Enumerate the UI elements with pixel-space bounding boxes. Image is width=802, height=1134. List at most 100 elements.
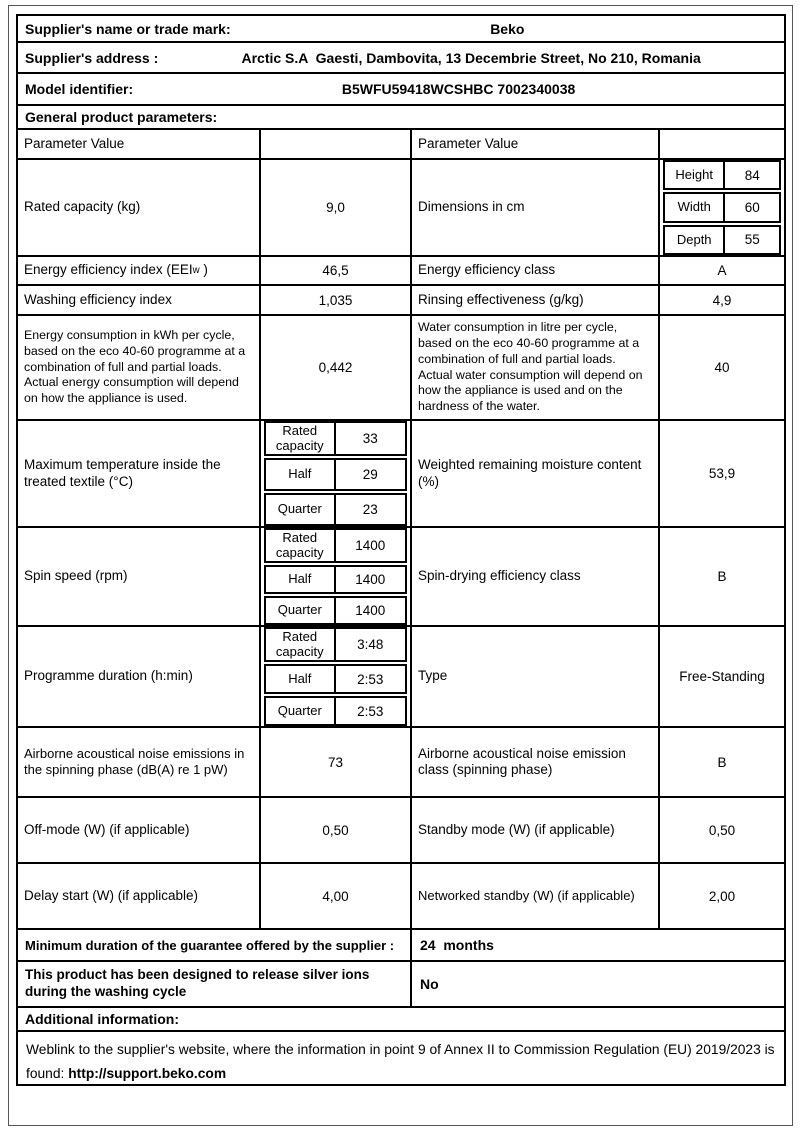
dimensions-label: Dimensions in cm — [412, 160, 660, 255]
supplier-name-label: Supplier's name or trade mark: — [25, 20, 231, 37]
rated-capacity-dimensions-row: Rated capacity (kg) 9,0 Dimensions in cm… — [18, 160, 784, 257]
max-temp-rated-row: Rated capacity 33 — [264, 421, 407, 457]
spin-rated-row: Rated capacity 1400 — [264, 528, 407, 564]
product-information-sheet: Supplier's name or trade mark: Beko Supp… — [16, 14, 786, 1086]
washing-rinsing-row: Washing efficiency index 1,035 Rinsing e… — [18, 286, 784, 316]
general-parameters-row: General product parameters: — [18, 106, 784, 130]
delay-start-label: Delay start (W) (if applicable) — [18, 864, 261, 928]
duration-half-label: Half — [266, 666, 336, 693]
spin-half-label: Half — [266, 567, 336, 593]
standby-value: 0,50 — [708, 822, 736, 838]
duration-half-value: 2:53 — [357, 671, 384, 687]
max-temperature-subtable: Rated capacity 33 Half 29 Quarter 23 — [261, 421, 412, 526]
water-consumption-value: 40 — [714, 360, 730, 375]
washing-index-label: Washing efficiency index — [18, 286, 261, 314]
dimension-depth-row: Depth 55 — [663, 224, 781, 255]
duration-quarter-label: Quarter — [266, 698, 336, 724]
duration-rated-label: Rated capacity — [266, 629, 336, 661]
supplier-name-row: Supplier's name or trade mark: Beko — [18, 16, 784, 43]
standby-label: Standby mode (W) (if applicable) — [412, 798, 660, 862]
column-header-row: Parameter Value Parameter Value — [18, 130, 784, 160]
additional-info-title: Additional information: — [25, 1011, 179, 1027]
programme-duration-row: Programme duration (h:min) Rated capacit… — [18, 627, 784, 728]
eei-label-subscript: w — [192, 264, 200, 276]
eei-label-prefix: Energy efficiency index (EEI — [24, 262, 193, 278]
guarantee-label: Minimum duration of the guarantee offere… — [18, 930, 412, 960]
supplier-address-row: Supplier's address : Arctic S.A Gaesti, … — [18, 43, 784, 74]
max-temp-quarter-label: Quarter — [266, 495, 336, 524]
guarantee-row: Minimum duration of the guarantee offere… — [18, 930, 784, 962]
general-parameters-title: General product parameters: — [25, 109, 218, 125]
off-mode-label: Off-mode (W) (if applicable) — [18, 798, 261, 862]
delay-start-value: 4,00 — [261, 864, 412, 928]
noise-label: Airborne acoustical noise emissions in t… — [18, 728, 261, 796]
duration-subtable: Rated capacity 3:48 Half 2:53 Quarter 2:… — [261, 627, 412, 726]
spin-speed-row: Spin speed (rpm) Rated capacity 1400 Hal… — [18, 528, 784, 627]
energy-class-label: Energy efficiency class — [412, 257, 660, 284]
dimension-depth-label: Depth — [665, 226, 726, 253]
eei-label: Energy efficiency index (EEI w ) — [18, 257, 261, 284]
duration-rated-row: Rated capacity 3:48 — [264, 627, 407, 663]
max-temp-rated-value: 33 — [362, 431, 378, 447]
weblink-paragraph: Weblink to the supplier's website, where… — [18, 1032, 784, 1084]
page-border — [8, 5, 793, 1126]
supplier-address-value: Arctic S.A Gaesti, Dambovita, 13 Decembr… — [241, 49, 701, 66]
max-temp-quarter-value: 23 — [362, 502, 378, 518]
spin-class-value: B — [717, 569, 727, 584]
silver-ions-value: No — [420, 976, 439, 992]
spin-half-row: Half 1400 — [264, 565, 407, 595]
weblink-text: Weblink to the supplier's website, where… — [26, 1042, 779, 1082]
supplier-address-label: Supplier's address : — [25, 49, 159, 66]
dimension-height-row: Height 84 — [663, 160, 781, 191]
dimension-width-label: Width — [665, 194, 726, 221]
type-label: Type — [412, 627, 660, 726]
noise-value: 73 — [261, 728, 412, 796]
spin-speed-subtable: Rated capacity 1400 Half 1400 Quarter 14… — [261, 528, 412, 625]
column-header-spacer-1 — [261, 130, 412, 158]
off-mode-row: Off-mode (W) (if applicable) 0,50 Standb… — [18, 798, 784, 864]
consumption-row: Energy consumption in kWh per cycle, bas… — [18, 316, 784, 421]
noise-row: Airborne acoustical noise emissions in t… — [18, 728, 784, 798]
spin-half-value: 1400 — [355, 572, 386, 588]
moisture-value: 53,9 — [708, 466, 736, 481]
water-consumption-label: Water consumption in litre per cycle, ba… — [412, 316, 660, 419]
max-temp-quarter-row: Quarter 23 — [264, 493, 407, 526]
column-header-spacer-2 — [660, 130, 784, 158]
dimension-height-label: Height — [665, 162, 726, 189]
spin-speed-label: Spin speed (rpm) — [18, 528, 261, 625]
model-identifier-label: Model identifier: — [25, 81, 134, 97]
energy-consumption-label: Energy consumption in kWh per cycle, bas… — [18, 316, 261, 419]
column-header-right: Parameter Value — [412, 130, 660, 158]
duration-half-row: Half 2:53 — [264, 664, 407, 695]
model-identifier-row: Model identifier: B5WFU59418WCSHBC 70023… — [18, 74, 784, 106]
column-header-left: Parameter Value — [18, 130, 261, 158]
additional-info-row: Additional information: — [18, 1008, 784, 1032]
spin-quarter-label: Quarter — [266, 598, 336, 623]
duration-label: Programme duration (h:min) — [18, 627, 261, 726]
energy-class-value: A — [717, 263, 727, 278]
spin-rated-value: 1400 — [355, 538, 386, 554]
weblink-url[interactable]: http://support.beko.com — [68, 1066, 227, 1082]
networked-standby-label: Networked standby (W) (if applicable) — [412, 864, 660, 928]
type-value: Free-Standing — [679, 669, 765, 684]
rinsing-value: 4,9 — [712, 292, 732, 308]
spin-class-label: Spin-drying efficiency class — [412, 528, 660, 625]
dimension-height-value: 84 — [744, 167, 760, 183]
eei-value: 46,5 — [261, 257, 412, 284]
max-temp-half-row: Half 29 — [264, 458, 407, 492]
off-mode-value: 0,50 — [261, 798, 412, 862]
max-temperature-row: Maximum temperature inside the treated t… — [18, 421, 784, 528]
eei-row: Energy efficiency index (EEI w ) 46,5 Ene… — [18, 257, 784, 286]
delay-start-row: Delay start (W) (if applicable) 4,00 Net… — [18, 864, 784, 930]
model-identifier-value: B5WFU59418WCSHBC 7002340038 — [341, 81, 576, 97]
washing-index-value: 1,035 — [261, 286, 412, 314]
networked-standby-value: 2,00 — [708, 888, 736, 904]
silver-ions-label: This product has been designed to releas… — [18, 962, 412, 1006]
spin-quarter-row: Quarter 1400 — [264, 596, 407, 625]
energy-consumption-value: 0,442 — [261, 316, 412, 419]
max-temperature-label: Maximum temperature inside the treated t… — [18, 421, 261, 526]
max-temp-half-label: Half — [266, 460, 336, 490]
rated-capacity-value: 9,0 — [261, 160, 412, 255]
max-temp-half-value: 29 — [362, 467, 378, 483]
noise-class-value: B — [717, 754, 727, 770]
